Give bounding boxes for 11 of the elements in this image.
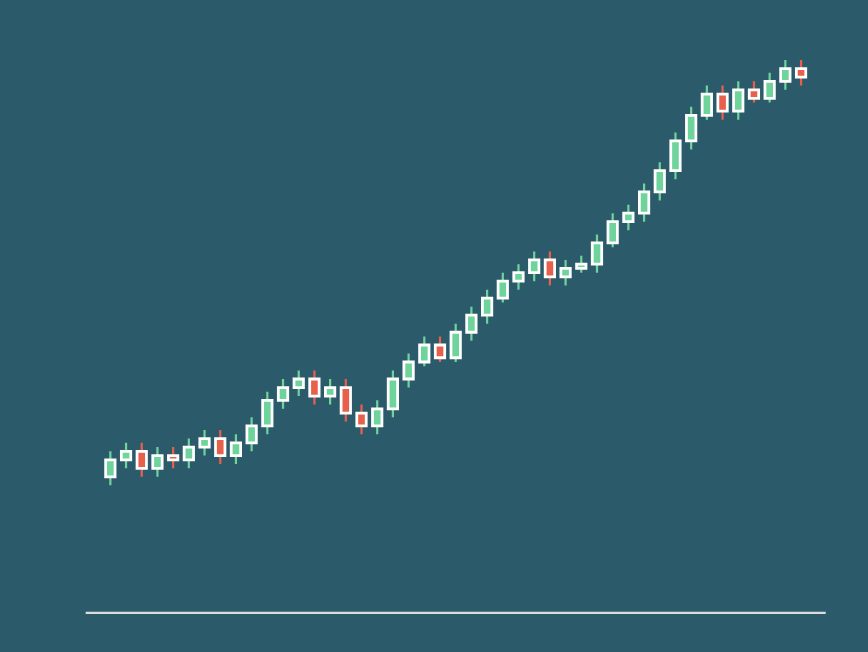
candlestick [433,335,447,364]
candlestick [386,369,400,419]
candlestick [119,441,133,470]
candlestick [747,80,761,104]
candlestick [276,377,290,410]
candlestick [590,233,604,274]
candlestick [229,433,243,466]
candlestick [104,450,117,487]
candlestick [481,288,494,325]
candlestick [637,182,651,223]
candlestick [794,58,808,87]
